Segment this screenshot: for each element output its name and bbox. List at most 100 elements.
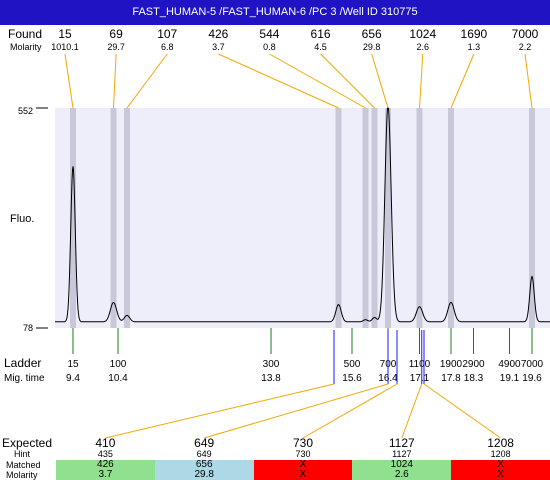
expected-label: Expected <box>2 436 52 450</box>
y-axis-label: Fluo. <box>10 213 34 225</box>
ladder-label: Ladder <box>4 356 41 370</box>
found-peak-connector <box>113 53 117 109</box>
ladder-time: 19.1 <box>500 373 520 384</box>
found-peak-connector <box>320 53 375 109</box>
found-peak-connector <box>524 53 533 109</box>
matched-value: 656 <box>195 459 213 470</box>
found-peak-molarity: 6.8 <box>161 42 174 52</box>
found-peak-band <box>371 108 378 328</box>
found-peak-size: 616 <box>311 27 331 41</box>
expected-hint: 1208 <box>491 449 511 459</box>
found-peak-band <box>529 108 535 328</box>
found-peak-molarity: 1.3 <box>468 42 481 52</box>
found-label: Found <box>8 27 42 41</box>
found-peak-connector <box>218 53 339 109</box>
ladder-size: 2900 <box>462 359 485 370</box>
found-peak-band <box>362 108 369 328</box>
found-peak-molarity: 0.8 <box>263 42 276 52</box>
ladder-time: 18.3 <box>464 373 484 384</box>
found-peak-size: 7000 <box>512 27 539 41</box>
found-peak-molarity: 3.7 <box>212 42 225 52</box>
expected-size: 649 <box>194 436 214 450</box>
found-peak-molarity: 29.7 <box>107 42 125 52</box>
found-peak-connector <box>269 53 366 109</box>
ladder-time: 15.6 <box>342 373 362 384</box>
found-peak-connector <box>419 53 424 109</box>
found-peak-molarity: 29.8 <box>363 42 381 52</box>
expected-connector <box>105 383 335 439</box>
ladder-size: 4900 <box>498 359 521 370</box>
matched-cell: 1024 2.6 <box>352 459 452 480</box>
expected-hint: 730 <box>295 449 310 459</box>
y-tick-top: 552 <box>18 106 33 116</box>
expected-size: 1208 <box>487 436 514 450</box>
found-peak-size: 69 <box>109 27 123 41</box>
molarity-label: Molarity <box>10 42 42 52</box>
matched-cell: 426 3.7 <box>56 460 155 480</box>
found-peak-connector <box>371 53 389 109</box>
expected-connector <box>204 383 389 439</box>
matched-molarity: X <box>299 469 307 480</box>
matched-value: X <box>299 459 307 470</box>
found-peak-band <box>335 108 342 328</box>
ladder-time: 19.6 <box>522 373 542 384</box>
found-peak-size: 1024 <box>409 27 436 41</box>
matched-molarity: 29.8 <box>194 469 214 480</box>
matched-cell: 656 29.8 <box>154 459 254 480</box>
plot-area <box>55 108 550 328</box>
found-peak-molarity: 2.6 <box>417 42 430 52</box>
found-peak-band <box>385 108 391 328</box>
found-peak-size: 656 <box>362 27 382 41</box>
expected-hint: 1127 <box>392 449 411 459</box>
ladder-size: 100 <box>110 359 127 370</box>
expected-connector <box>302 383 398 439</box>
ladder-time: 13.8 <box>261 373 281 384</box>
hint-label: Hint <box>14 449 31 459</box>
matched-molarity: X <box>497 469 504 480</box>
expected-connector <box>401 383 423 439</box>
matched-value: 426 <box>97 459 114 470</box>
expected-size: 1127 <box>389 436 415 450</box>
ladder-time: 17.8 <box>441 373 461 384</box>
found-peak-band <box>70 108 76 328</box>
mig-time-label: Mig. time <box>4 373 45 384</box>
found-peak-band <box>448 108 454 328</box>
matched-molarity: 3.7 <box>98 469 113 480</box>
molarity-row-label: Molarity <box>6 470 38 480</box>
found-peak-size: 426 <box>208 27 228 41</box>
title-bar: FAST_HUMAN-5 /FAST_HUMAN-6 /PC 3 /Well I… <box>0 0 550 25</box>
ladder-size: 15 <box>67 359 79 370</box>
found-peak-band <box>124 108 130 328</box>
matched-value: X <box>497 459 504 470</box>
expected-size: 410 <box>95 436 115 450</box>
found-peak-connector <box>450 53 475 109</box>
trace-line <box>55 107 550 323</box>
matched-value: 1024 <box>390 459 413 470</box>
found-peak-molarity: 4.5 <box>314 42 327 52</box>
found-peak-connector <box>64 53 74 109</box>
expected-hint: 435 <box>98 449 113 459</box>
ladder-size: 1900 <box>440 359 463 370</box>
found-peak-size: 544 <box>259 27 279 41</box>
ladder-time: 17.1 <box>410 373 430 384</box>
ladder-size: 300 <box>263 359 280 370</box>
found-peak-molarity: 1010.1 <box>51 42 79 52</box>
ladder-time: 9.4 <box>66 373 80 384</box>
ladder-size: 1100 <box>409 359 431 370</box>
ladder-time: 10.4 <box>108 373 128 384</box>
found-peak-size: 107 <box>157 27 177 41</box>
expected-hint: 649 <box>197 449 212 459</box>
found-peak-molarity: 2.2 <box>519 42 532 52</box>
expected-size: 730 <box>293 436 313 450</box>
found-peak-size: 1690 <box>461 27 488 41</box>
ladder-size: 500 <box>344 359 361 370</box>
found-peak-connector <box>126 53 168 109</box>
ladder-size: 7000 <box>521 359 544 370</box>
chart-title: FAST_HUMAN-5 /FAST_HUMAN-6 /PC 3 /Well I… <box>132 6 418 18</box>
matched-molarity: 2.6 <box>394 469 409 480</box>
y-tick-bottom: 78 <box>23 323 33 333</box>
